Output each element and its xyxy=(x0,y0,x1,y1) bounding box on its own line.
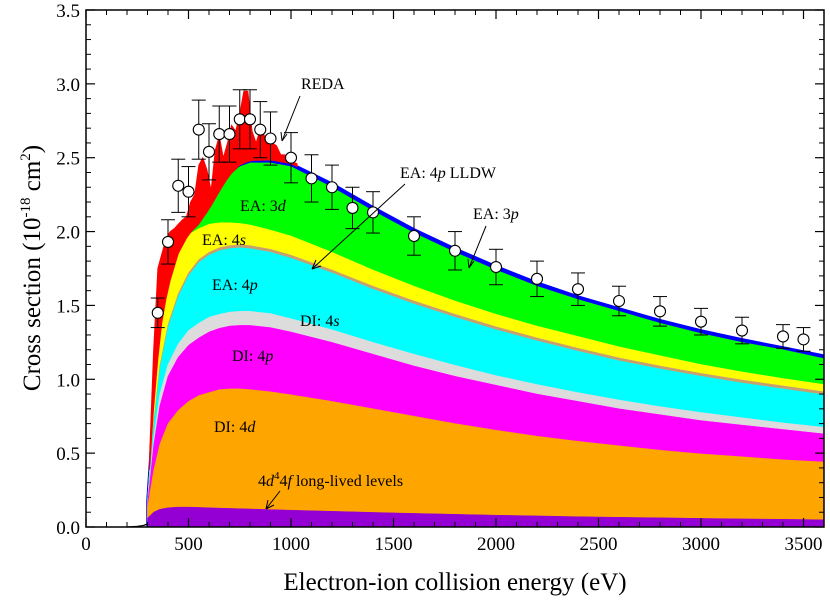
label-ea-4p: EA: 4p xyxy=(212,277,258,294)
data-point xyxy=(530,272,544,285)
x-tick-label: 2500 xyxy=(580,534,618,555)
label-ea-4s: EA: 4s xyxy=(202,232,246,249)
data-point xyxy=(151,306,164,319)
data-point xyxy=(284,151,298,164)
data-point xyxy=(182,185,195,198)
x-tick-label: 2000 xyxy=(477,534,515,555)
x-tick-label: 0 xyxy=(81,534,91,555)
data-point xyxy=(254,123,267,136)
y-tick-label: 0.0 xyxy=(56,518,80,539)
y-tick-label: 1.0 xyxy=(56,370,80,391)
data-point xyxy=(694,315,708,328)
arrowhead-ea-3p xyxy=(467,258,475,269)
arrowhead-ea-4p-lldw xyxy=(311,259,322,270)
data-point xyxy=(448,244,462,257)
data-point xyxy=(161,235,175,248)
data-point xyxy=(233,113,246,126)
annotations: REDA EA: 4p LLDW EA: 3p EA: 3d EA: 4s EA… xyxy=(202,76,519,510)
label-ea-4p-lldw: EA: 4p LLDW xyxy=(400,165,497,182)
y-tick-label: 1.5 xyxy=(56,296,80,317)
data-point xyxy=(192,123,205,136)
x-tick-label: 1500 xyxy=(375,534,413,555)
x-axis-title: Electron-ion collision energy (eV) xyxy=(283,569,626,596)
data-point xyxy=(172,179,185,192)
label-di-4p: DI: 4p xyxy=(232,348,273,365)
x-tick-label: 1000 xyxy=(272,534,310,555)
reda-area xyxy=(149,90,298,470)
label-long-lived: 4d44f long-lived levels xyxy=(258,470,403,490)
arrowhead-long-lived xyxy=(265,499,275,510)
area-4d4-4f-long-lived-levels xyxy=(147,506,824,527)
data-point xyxy=(571,283,585,296)
arrow-long-lived xyxy=(265,490,281,510)
label-di-4s: DI: 4s xyxy=(300,313,340,330)
y-tick-label: 3.5 xyxy=(56,1,80,22)
label-di-4d: DI: 4d xyxy=(214,419,256,436)
y-tick-label: 2.0 xyxy=(56,223,80,244)
data-point xyxy=(797,333,810,346)
data-point xyxy=(346,201,359,214)
axis-ticks: 0 500 1000 1500 2000 2500 3000 3500 0.0 0.5 1.0 1.5… xyxy=(56,1,824,555)
label-reda: REDA xyxy=(301,76,345,93)
label-ea-3d: EA: 3d xyxy=(240,198,287,215)
stacked-areas xyxy=(146,158,824,527)
experimental-points xyxy=(150,89,811,352)
data-point xyxy=(612,294,626,308)
x-tick-label: 3500 xyxy=(785,534,823,555)
data-point xyxy=(407,229,421,243)
label-ea-3p: EA: 3p xyxy=(473,206,519,223)
data-point xyxy=(202,145,216,158)
data-point xyxy=(735,324,749,337)
data-point xyxy=(325,181,339,194)
reda-trace xyxy=(149,90,298,470)
data-point xyxy=(305,172,318,185)
x-tick-label: 3000 xyxy=(682,534,720,555)
area-di-4d xyxy=(147,388,824,527)
data-point xyxy=(776,330,790,343)
y-tick-label: 0.5 xyxy=(56,444,80,465)
data-point xyxy=(489,260,503,274)
x-tick-label: 500 xyxy=(174,534,203,555)
data-point xyxy=(243,113,257,126)
y-tick-label: 3.0 xyxy=(56,75,80,96)
arrow-ea-4p-lldw xyxy=(311,183,406,270)
data-point xyxy=(264,132,277,145)
data-point xyxy=(653,305,667,318)
y-axis-title: Cross section (10-18 cm2) xyxy=(18,145,46,391)
arrow-ea-3p xyxy=(468,225,487,269)
arrowhead-reda xyxy=(280,131,288,142)
arrow-reda xyxy=(281,95,301,142)
y-tick-label: 2.5 xyxy=(56,149,80,170)
data-point xyxy=(223,128,236,141)
data-point xyxy=(213,128,226,141)
